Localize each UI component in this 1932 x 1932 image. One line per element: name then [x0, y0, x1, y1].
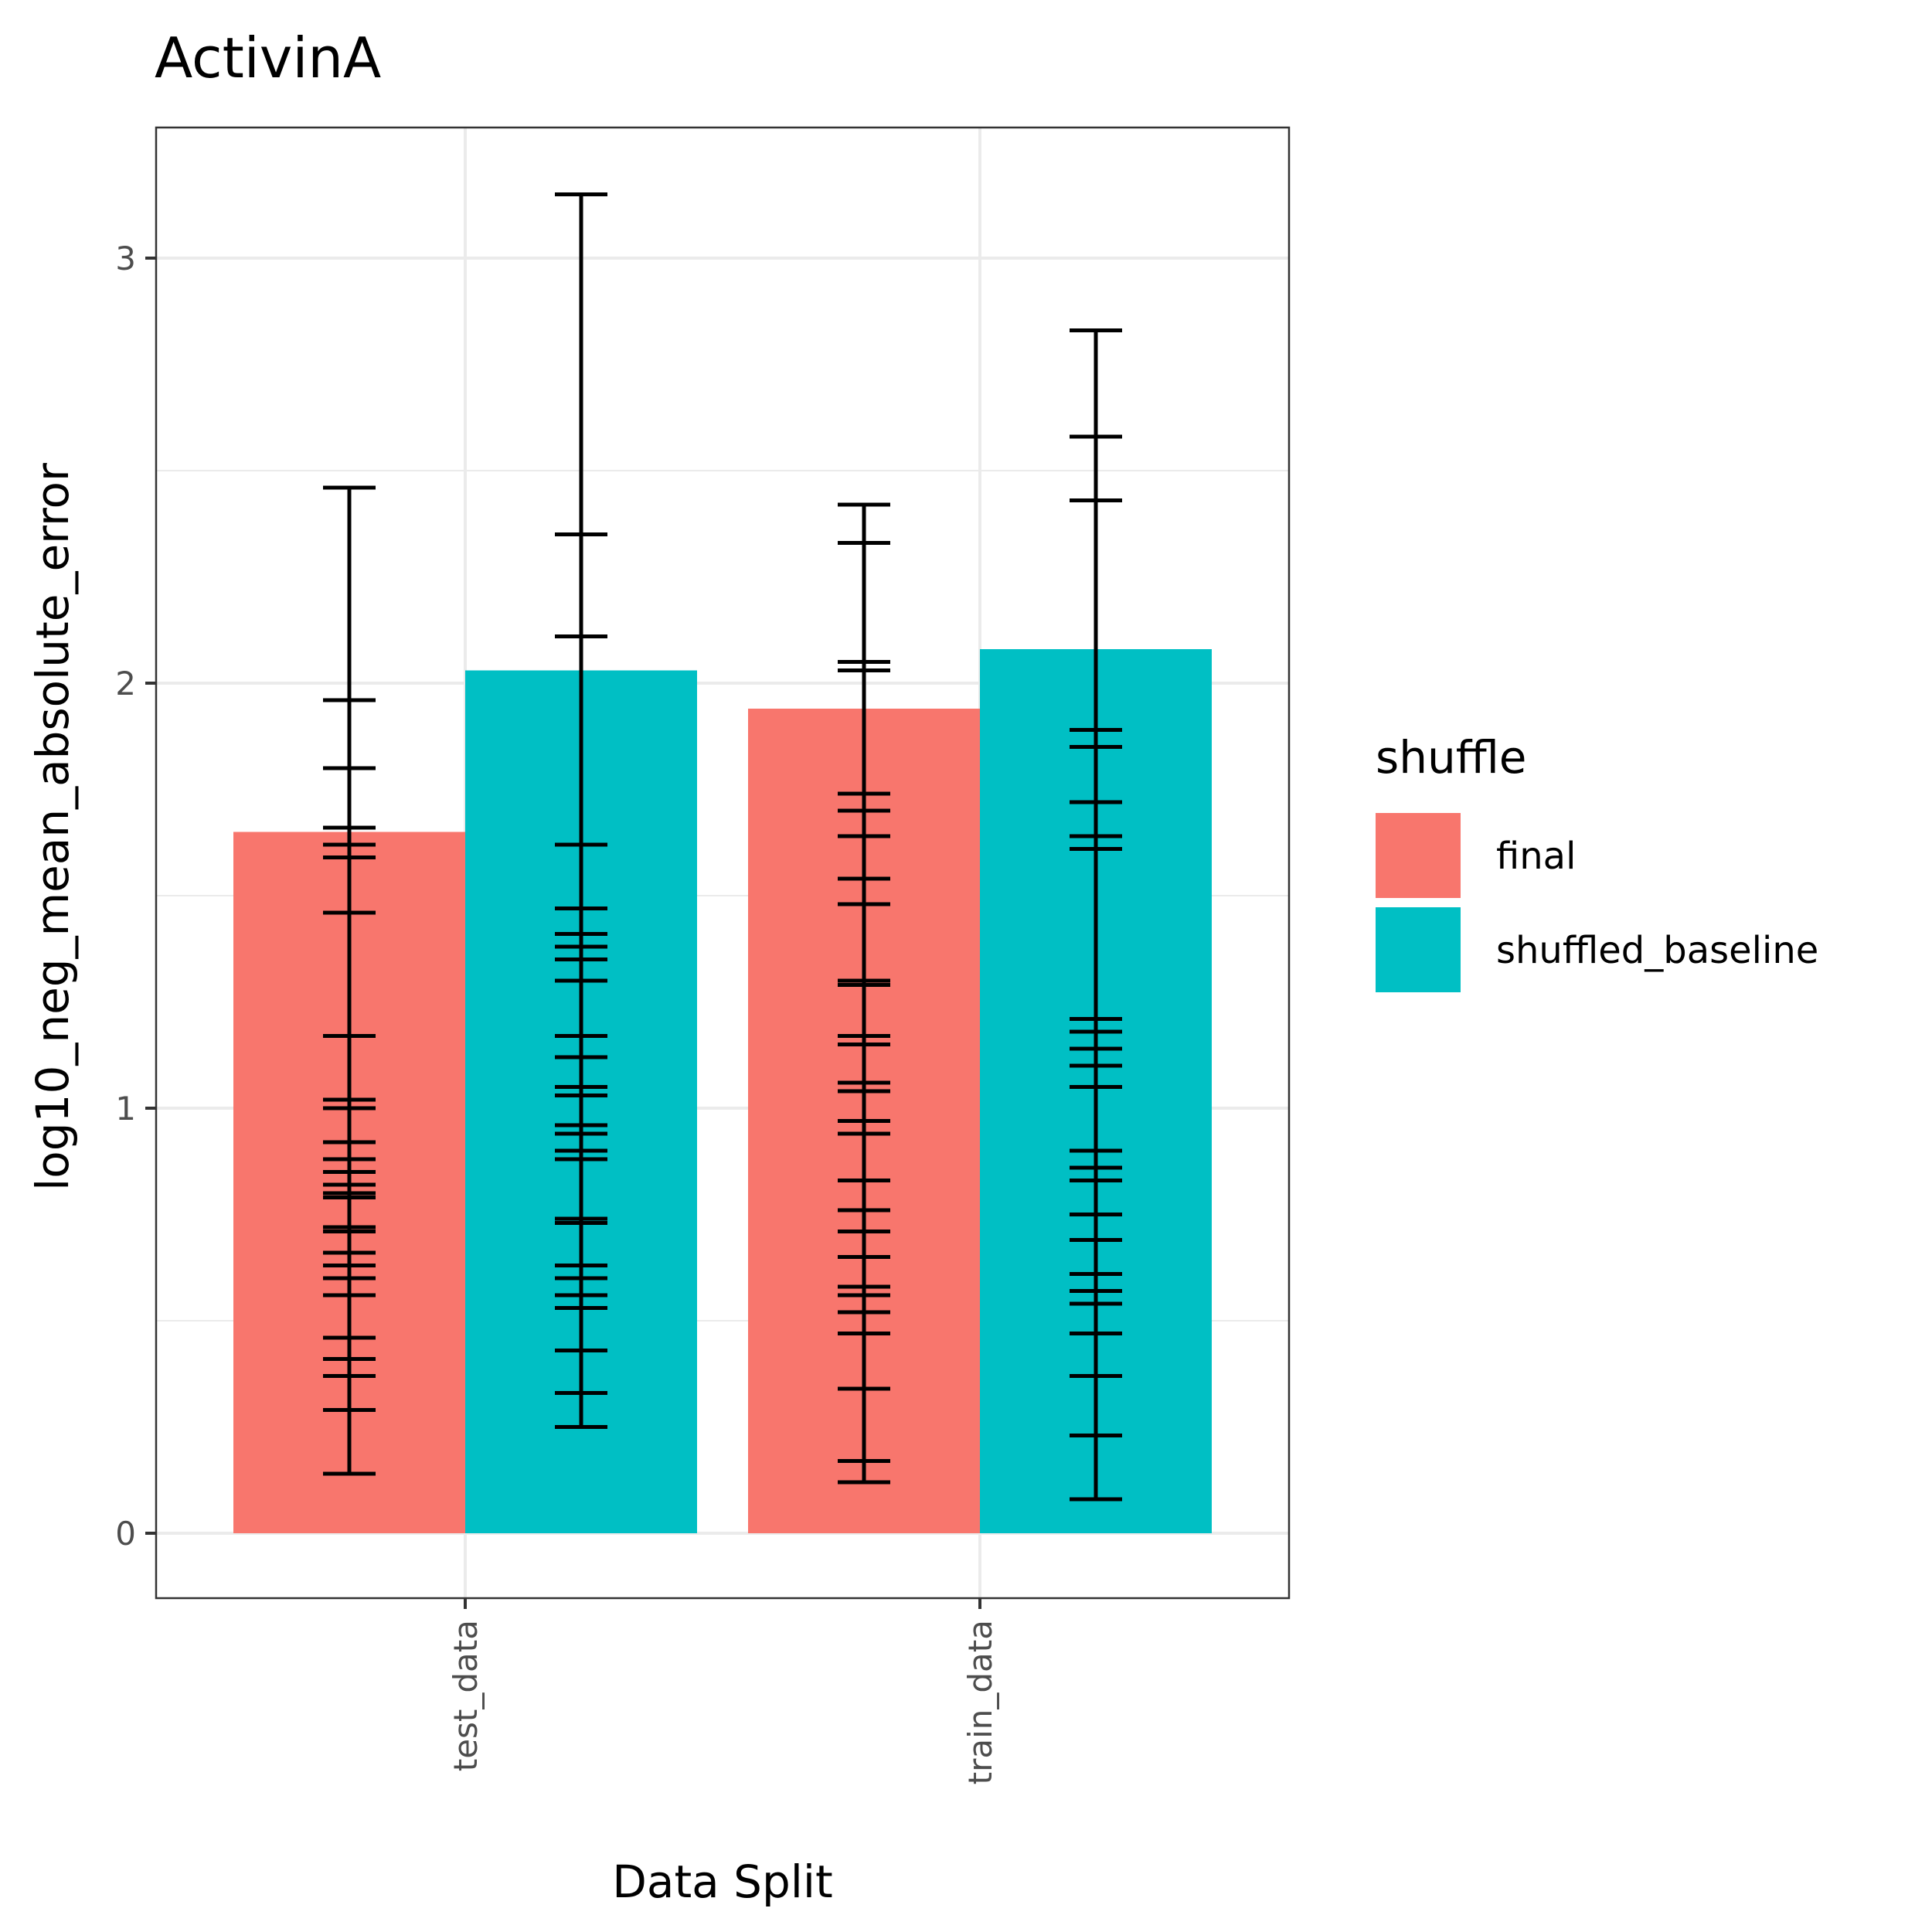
legend-key-final [1376, 813, 1461, 898]
y-tick-label: 3 [115, 240, 136, 277]
legend-key-shuffled_baseline [1376, 907, 1461, 992]
legend-title: shuffle [1376, 731, 1527, 784]
axes-layer: 0 1 2 3 test_data train_data [115, 126, 1291, 1784]
chart-title: ActivinA [155, 26, 381, 90]
legend-label-final: final [1496, 835, 1576, 878]
y-tick-label: 0 [115, 1515, 136, 1553]
x-tick-label-train_data: train_data [961, 1620, 999, 1784]
panel-border [155, 126, 1291, 1600]
x-axis-title: Data Split [612, 1855, 833, 1908]
y-axis-title: log10_neg_mean_absolute_error [26, 463, 79, 1191]
legend: shuffle final shuffled_baseline [1376, 731, 1818, 992]
y-tick-label: 1 [115, 1090, 136, 1128]
y-tick-label: 2 [115, 665, 136, 702]
error-bars-layer [323, 192, 1122, 1502]
x-tick-label-test_data: test_data [447, 1620, 485, 1771]
legend-label-shuffled_baseline: shuffled_baseline [1496, 929, 1818, 972]
